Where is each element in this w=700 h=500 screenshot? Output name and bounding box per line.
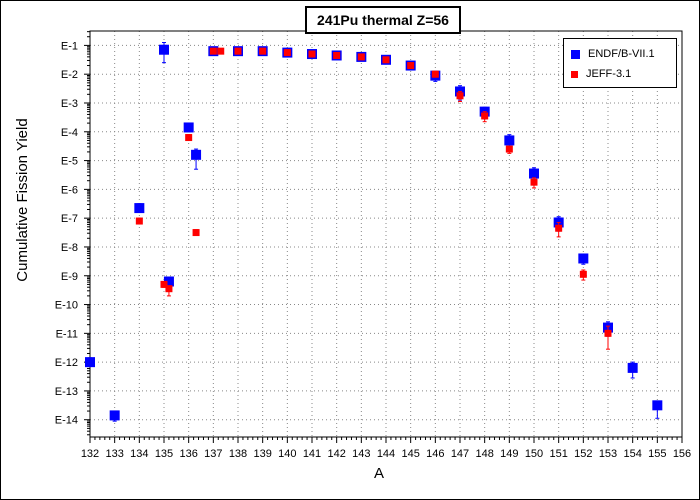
x-tick-label: 142 (327, 448, 345, 460)
data-point (504, 135, 515, 146)
y-axis-ticks: E-1 E-2 E-3 E-4 E-5 E-6 E-7 E-8 E-9 E-10 E-11 E-12 E… (55, 31, 90, 436)
data-point (209, 47, 217, 55)
x-tick-label: 144 (377, 448, 395, 460)
data-point (217, 47, 225, 55)
x-tick-label: 138 (229, 448, 247, 460)
data-point (135, 217, 143, 225)
y-tick-label: E-6 (61, 184, 78, 196)
x-tick-label: 154 (623, 448, 641, 460)
x-tick-label: 143 (352, 448, 370, 460)
data-point (192, 229, 200, 237)
data-point (134, 203, 145, 214)
series-jeff (135, 47, 612, 350)
x-tick-label: 148 (475, 448, 493, 460)
data-point (407, 62, 415, 70)
grid-lines (90, 31, 682, 437)
legend: ENDF/B-VII.1 JEFF-3.1 (563, 38, 677, 88)
y-tick-label: E-10 (55, 300, 78, 312)
legend-item-endf: ENDF/B-VII.1 (564, 48, 655, 60)
data-point (555, 224, 563, 232)
data-point (530, 178, 538, 186)
x-tick-label: 139 (253, 448, 271, 460)
y-tick-label: E-2 (61, 69, 78, 81)
data-point (652, 400, 663, 411)
x-tick-label: 137 (204, 448, 222, 460)
x-tick-label: 135 (155, 448, 173, 460)
y-axis-label: Cumulative Fission Yield (14, 118, 31, 282)
data-point (185, 134, 193, 142)
y-tick-label: E-7 (61, 213, 78, 225)
x-tick-label: 147 (451, 448, 469, 460)
series-endf (85, 42, 663, 422)
data-point (357, 53, 365, 61)
y-tick-label: E-3 (61, 98, 78, 110)
legend-swatch-jeff (571, 70, 578, 78)
data-point (308, 50, 316, 58)
x-tick-label: 149 (500, 448, 518, 460)
chart-title: 241Pu thermal Z=56 (305, 6, 461, 34)
data-point (259, 47, 267, 55)
x-tick-label: 151 (549, 448, 567, 460)
y-tick-label: E-13 (55, 386, 78, 398)
x-axis-label: A (374, 465, 385, 482)
legend-item-jeff: JEFF-3.1 (564, 68, 631, 80)
data-point (85, 357, 95, 368)
x-tick-label: 155 (648, 448, 666, 460)
data-point (579, 270, 587, 278)
data-point (159, 44, 169, 55)
x-tick-label: 153 (599, 448, 617, 460)
x-tick-label: 150 (525, 448, 543, 460)
x-tick-label: 152 (574, 448, 592, 460)
y-tick-label: E-12 (55, 357, 78, 369)
y-tick-label: E-4 (61, 127, 78, 139)
x-tick-label: 132 (81, 448, 99, 460)
x-tick-label: 140 (278, 448, 296, 460)
x-tick-label: 133 (105, 448, 123, 460)
data-point (165, 285, 173, 293)
data-point (183, 122, 194, 133)
data-point (333, 51, 341, 59)
y-tick-label: E-1 (61, 40, 78, 52)
legend-label-jeff: JEFF-3.1 (586, 68, 632, 80)
x-tick-label: 156 (673, 448, 691, 460)
data-point (627, 362, 638, 373)
data-point (604, 329, 612, 337)
legend-swatch-endf (571, 49, 580, 59)
data-point (578, 253, 589, 264)
data-point (109, 410, 120, 421)
x-tick-label: 146 (426, 448, 444, 460)
data-point (283, 49, 291, 57)
y-tick-label: E-9 (61, 271, 78, 283)
data-marks (85, 42, 663, 422)
data-point (163, 276, 174, 287)
data-point (382, 56, 390, 64)
data-point (191, 149, 202, 160)
x-tick-label: 134 (130, 448, 148, 460)
data-point (505, 145, 513, 153)
data-point (529, 168, 539, 179)
x-axis-ticks: 132 133 134 135 136 137 138 139 140 141 142 143 144 1… (81, 437, 691, 460)
data-point (456, 92, 464, 100)
x-tick-label: 141 (303, 448, 321, 460)
y-tick-label: E-8 (61, 242, 78, 254)
data-point (481, 112, 489, 120)
y-tick-label: E-11 (56, 328, 78, 340)
x-tick-label: 145 (401, 448, 419, 460)
legend-label-endf: ENDF/B-VII.1 (588, 48, 655, 60)
data-point (160, 280, 168, 288)
y-tick-label: E-5 (61, 156, 78, 168)
data-point (234, 47, 242, 55)
data-point (431, 70, 439, 78)
y-tick-label: E-14 (55, 415, 78, 427)
x-tick-label: 136 (179, 448, 197, 460)
